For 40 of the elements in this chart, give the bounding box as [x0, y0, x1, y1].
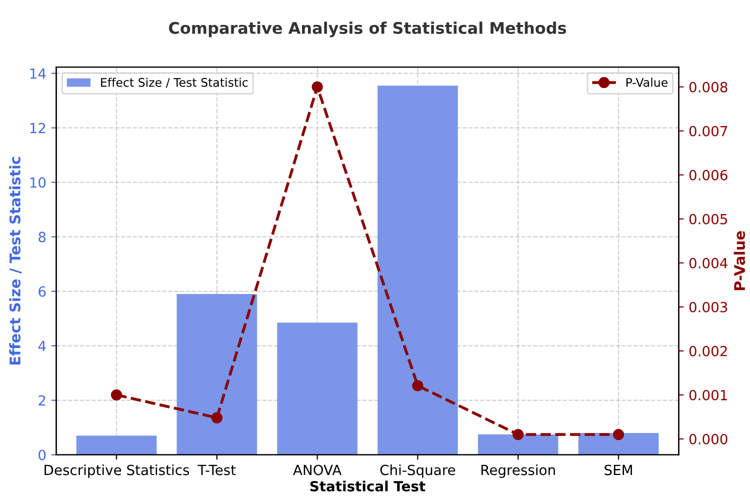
- y-tick-label: 0: [38, 450, 46, 460]
- y-tick-label: 14: [30, 68, 46, 79]
- y2-tick-label: 0.000: [689, 434, 728, 444]
- x-tick-label: ANOVA: [293, 464, 342, 476]
- y2-tick-label: 0.006: [689, 170, 728, 180]
- point: [211, 412, 222, 424]
- y2-tick-label: 0.008: [689, 82, 728, 92]
- y2-tick-label: 0.003: [689, 302, 728, 312]
- y-tick-label: 10: [30, 177, 46, 188]
- x-tick-label: Regression: [481, 464, 555, 478]
- x-tick-label: Descriptive Statistics: [44, 464, 190, 478]
- legend-label: P-Value: [626, 78, 668, 87]
- y-tick-label: 4: [38, 340, 46, 352]
- y2-tick-label: 0.004: [689, 258, 728, 268]
- y-tick-label: 2: [38, 395, 46, 406]
- point: [512, 428, 524, 440]
- x-tick-label: T-Test: [198, 464, 236, 476]
- bar: [378, 86, 458, 455]
- x-tick-label: Chi-Square: [380, 464, 456, 478]
- x-axis-title: Statistical Test: [310, 480, 426, 492]
- point: [312, 81, 323, 92]
- point: [110, 389, 122, 400]
- y-tick-label: 8: [38, 232, 46, 242]
- bar: [478, 434, 558, 455]
- legend-label: Effect Size / Test Statistic: [101, 78, 248, 88]
- y2-tick-label: 0.001: [689, 390, 727, 400]
- y-tick-label: 12: [30, 122, 46, 134]
- bar: [76, 436, 157, 455]
- point: [412, 380, 424, 392]
- y2-tick-label: 0.007: [689, 126, 728, 136]
- point: [612, 428, 624, 440]
- bar: [176, 294, 258, 455]
- x-tick-label: SEM: [604, 464, 632, 476]
- chart-title: Comparative Analysis of Statistical Methods: [168, 22, 566, 38]
- y2-axis-title: P-Value: [734, 231, 746, 290]
- y-axis-title: Effect Size / Test Statistic: [9, 156, 22, 364]
- bar: [277, 322, 358, 455]
- y2-tick-label: 0.005: [689, 214, 728, 224]
- y2-tick-label: 0.002: [689, 346, 727, 356]
- y-tick-label: 6: [38, 286, 46, 297]
